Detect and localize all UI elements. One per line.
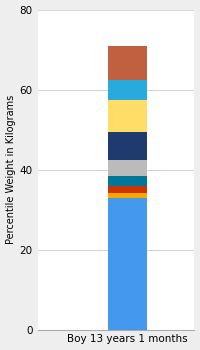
Bar (108, 197, 147, 330)
Bar (108, 79, 147, 99)
Bar (108, 193, 147, 197)
Bar (108, 99, 147, 132)
Y-axis label: Percentile Weight in Kilograms: Percentile Weight in Kilograms (6, 95, 16, 244)
Bar (108, 186, 147, 193)
Bar (108, 176, 147, 186)
Bar (108, 132, 147, 160)
Bar (108, 160, 147, 176)
Bar (108, 46, 147, 79)
